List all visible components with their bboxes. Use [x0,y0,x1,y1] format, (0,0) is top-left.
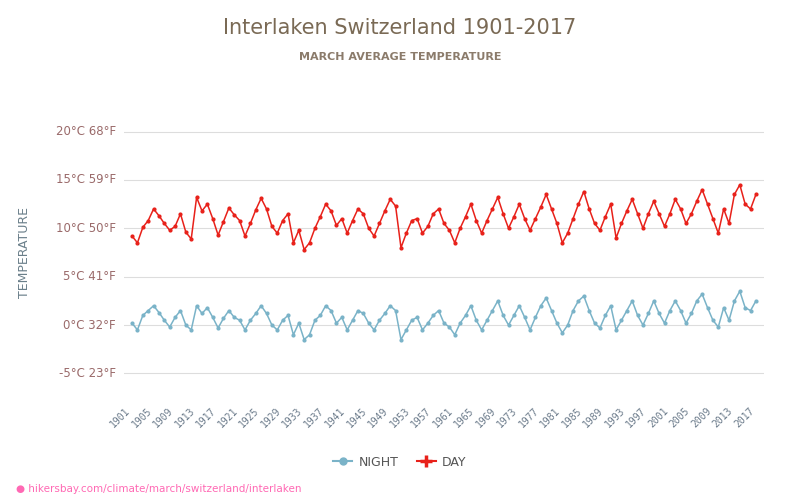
Legend: NIGHT, DAY: NIGHT, DAY [329,451,471,474]
Text: 15°C 59°F: 15°C 59°F [56,174,116,186]
Y-axis label: TEMPERATURE: TEMPERATURE [18,207,31,298]
Text: Interlaken Switzerland 1901-2017: Interlaken Switzerland 1901-2017 [223,18,577,38]
Text: 10°C 50°F: 10°C 50°F [56,222,116,235]
Text: -5°C 23°F: -5°C 23°F [59,367,116,380]
Text: 20°C 68°F: 20°C 68°F [56,125,116,138]
Text: ● hikersbay.com/climate/march/switzerland/interlaken: ● hikersbay.com/climate/march/switzerlan… [16,484,302,494]
Text: MARCH AVERAGE TEMPERATURE: MARCH AVERAGE TEMPERATURE [298,52,502,62]
Text: 0°C 32°F: 0°C 32°F [63,318,116,332]
Text: 5°C 41°F: 5°C 41°F [63,270,116,283]
